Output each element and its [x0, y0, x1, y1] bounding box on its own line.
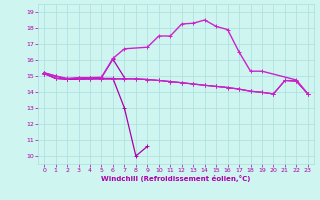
X-axis label: Windchill (Refroidissement éolien,°C): Windchill (Refroidissement éolien,°C) [101, 175, 251, 182]
